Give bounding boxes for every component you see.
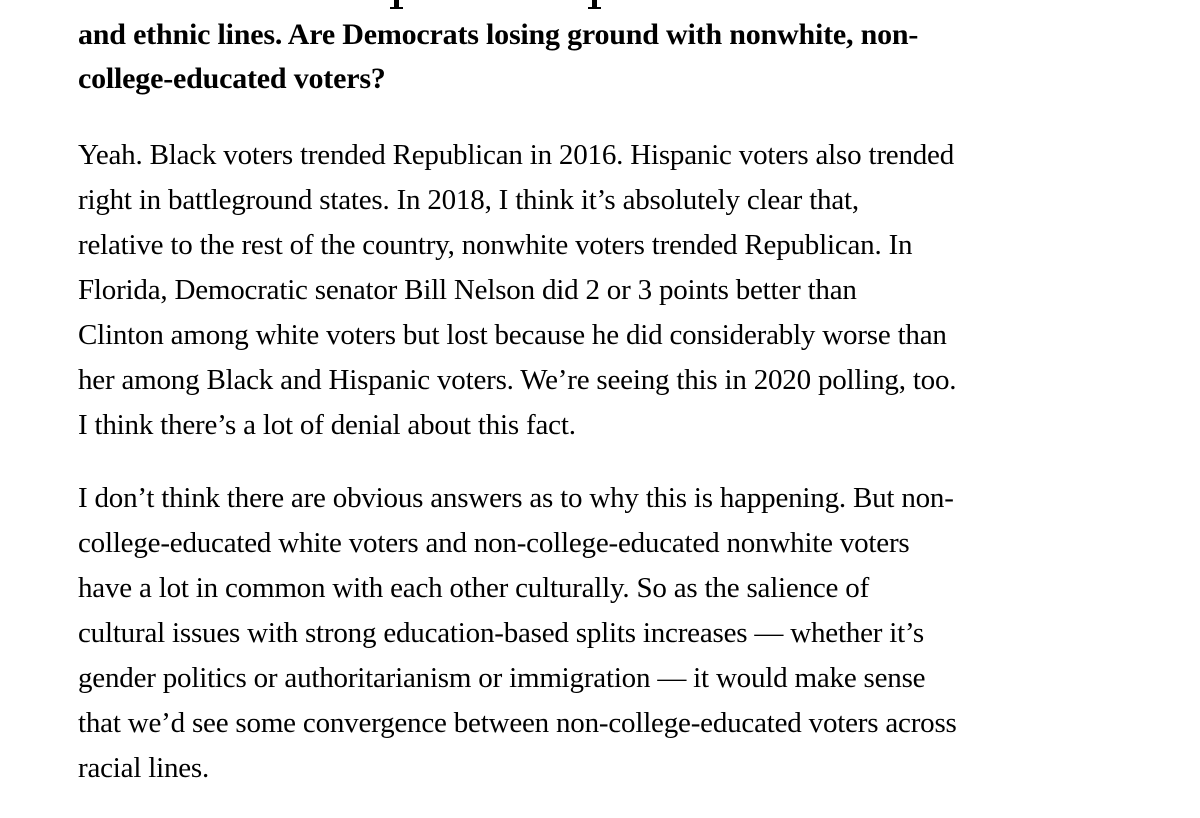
clipped-heading-line-fragment: [78, 0, 1080, 9]
interview-question-heading: and ethnic lines. Are Democrats losing g…: [78, 18, 919, 95]
answer-paragraph-2: I don’t think there are obvious answers …: [78, 482, 957, 784]
clipped-letter-descender: [588, 0, 601, 9]
clipped-letter-descender: [390, 0, 403, 9]
answer-paragraph-1: Yeah. Black voters trended Republican in…: [78, 139, 957, 441]
article-text-column: and ethnic lines. Are Democrats losing g…: [78, 0, 1080, 784]
